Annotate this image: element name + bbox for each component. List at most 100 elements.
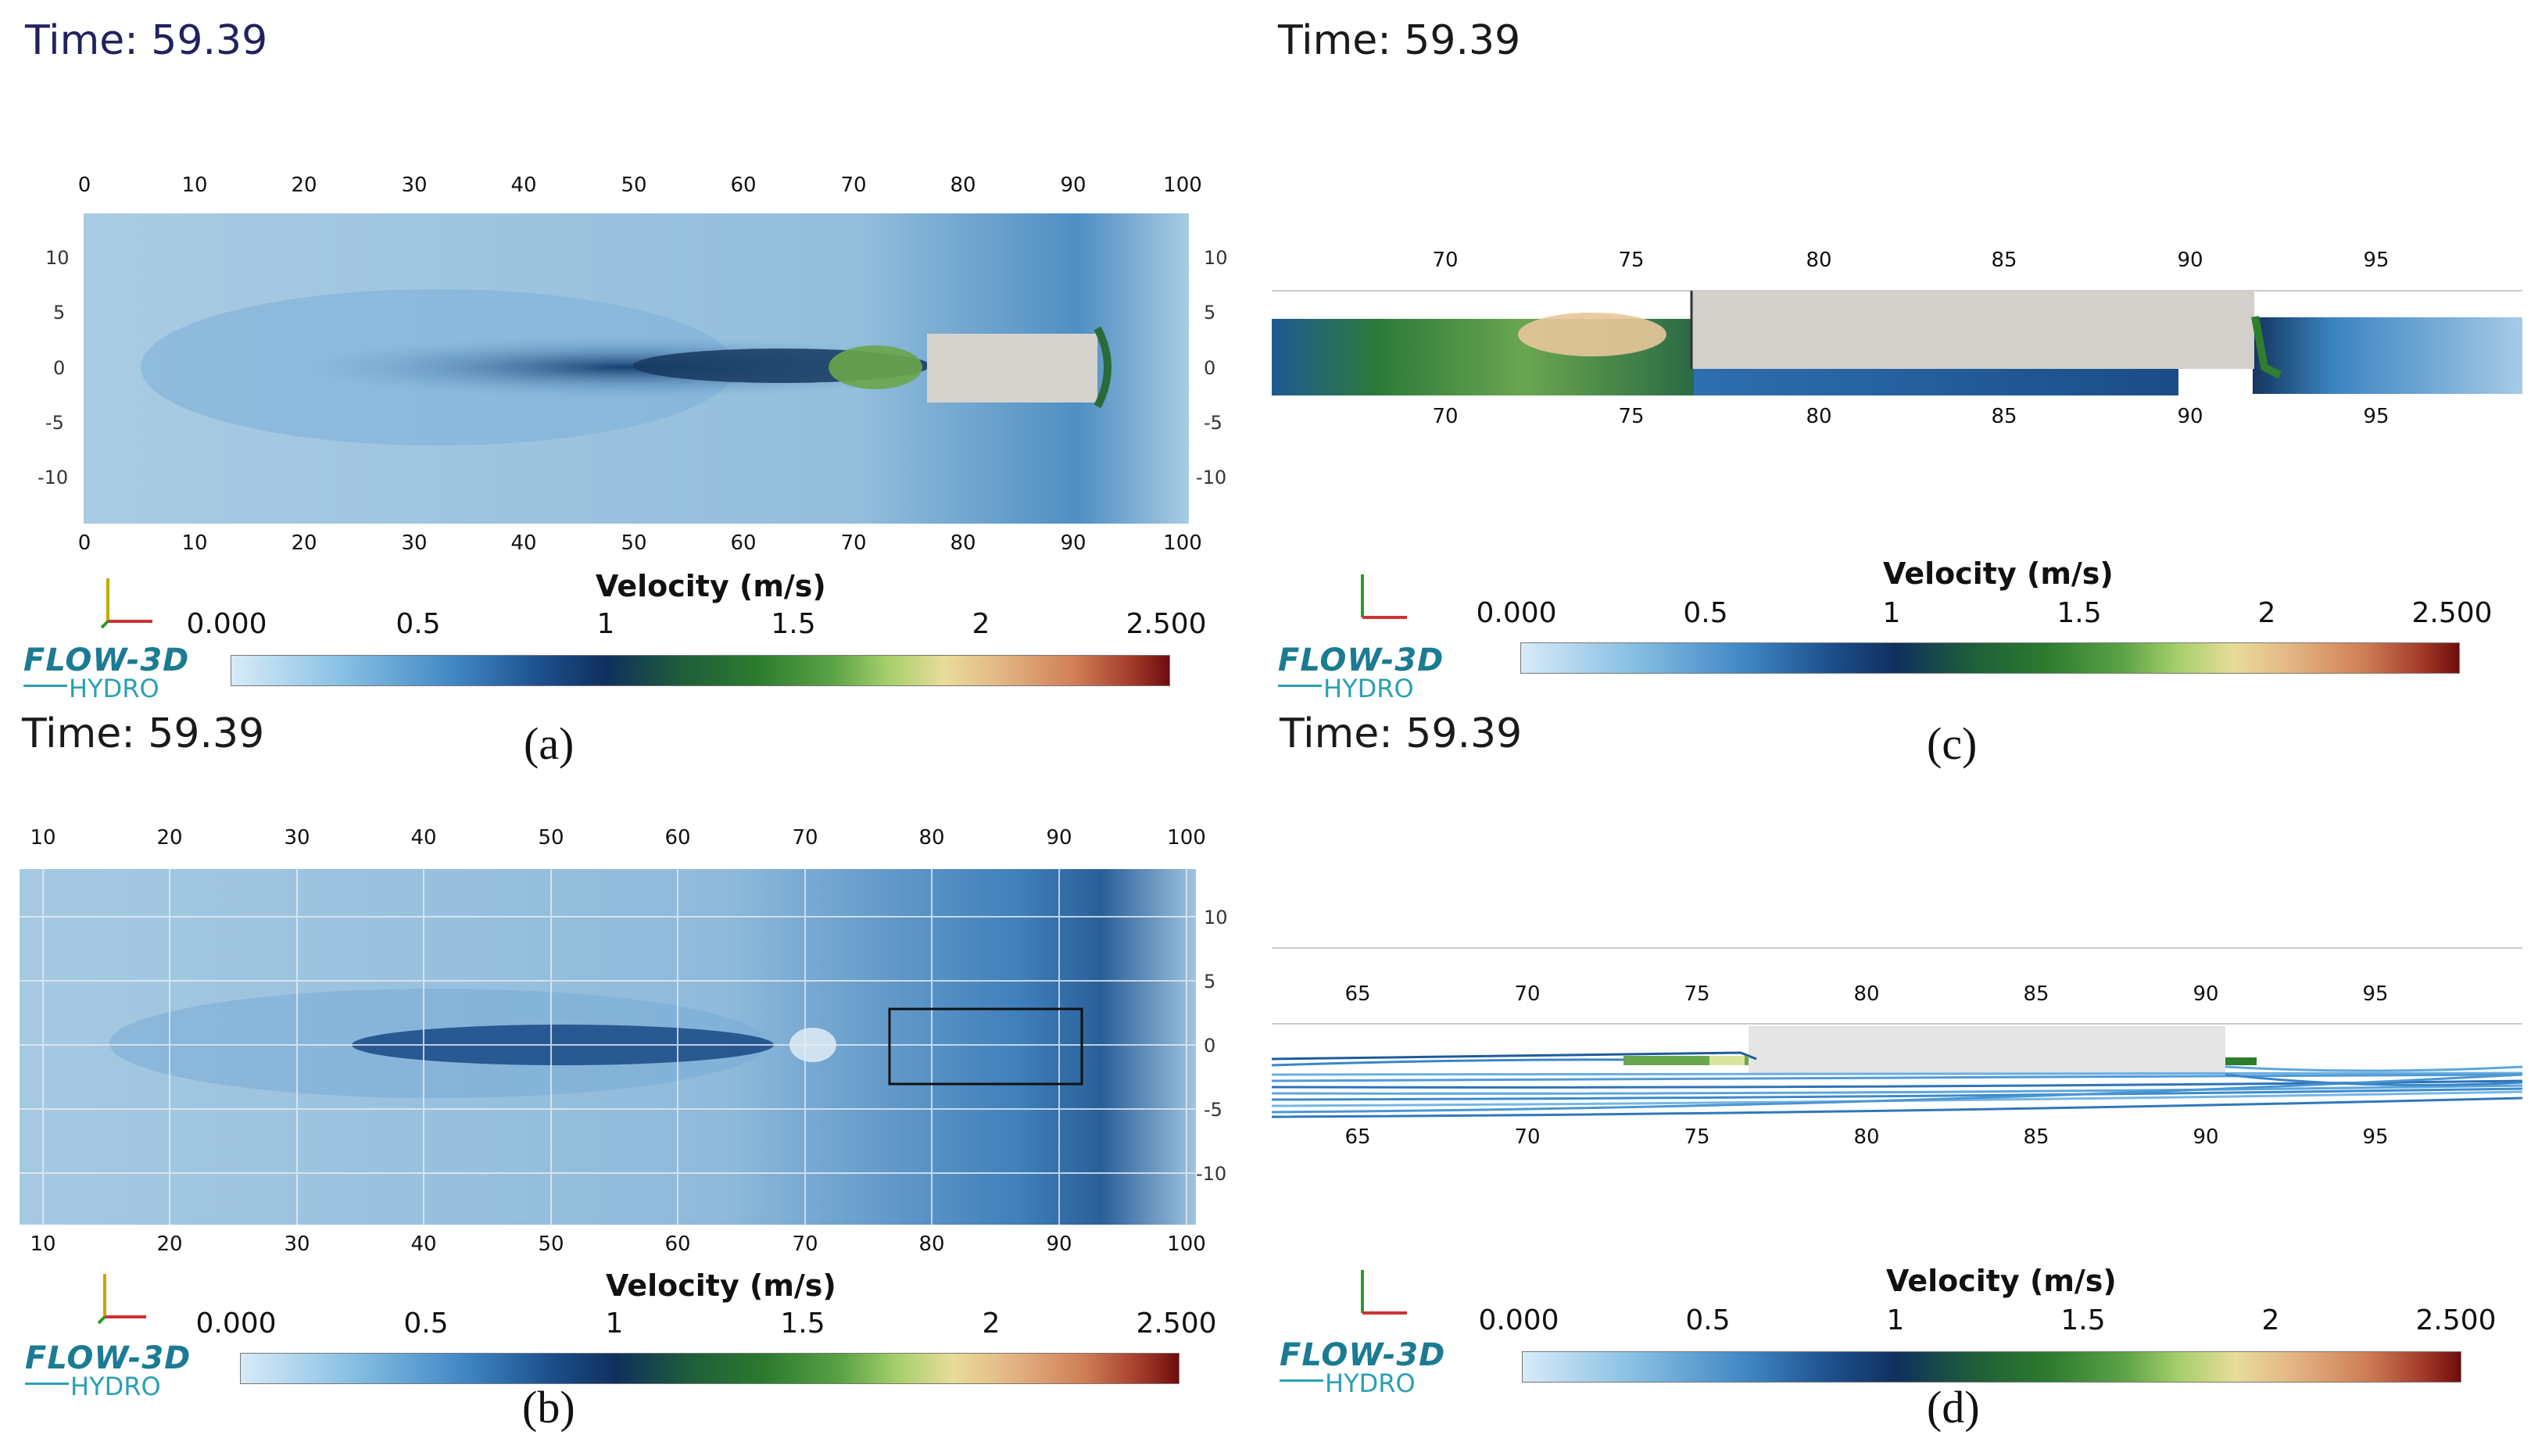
- x-tick: 85: [1991, 249, 2017, 272]
- panel-caption: (b): [522, 1382, 575, 1433]
- accel-zone-tip: [1709, 1056, 1745, 1065]
- y-tick-right: 5: [1204, 302, 1216, 324]
- x-tick: 40: [410, 1232, 437, 1256]
- x-tick: 20: [291, 174, 317, 197]
- x-tick: 30: [401, 531, 428, 555]
- colorbar-tick-label: 0.5: [1685, 1304, 1731, 1336]
- time-label: Time: 59.39: [25, 17, 268, 64]
- y-tick: -10: [38, 467, 69, 488]
- colorbar-tick-label: 2.500: [2411, 597, 2493, 629]
- x-tick: 65: [1344, 1125, 1371, 1149]
- x-tick: 75: [1618, 249, 1645, 272]
- x-tick: 65: [1344, 982, 1371, 1006]
- colorbar-tick-label: 1: [1886, 1304, 1905, 1336]
- y-tick-right: 0: [1204, 357, 1216, 379]
- x-tick: 10: [181, 531, 208, 555]
- x-tick: 80: [950, 531, 976, 555]
- x-tick: 70: [840, 174, 867, 197]
- x-tick: 40: [510, 531, 537, 555]
- colorbar-title: Velocity (m/s): [606, 1268, 836, 1303]
- axes-triad-icon: [100, 578, 152, 629]
- colorbar-title: Velocity (m/s): [1886, 1264, 2117, 1298]
- x-tick: 30: [284, 1232, 310, 1256]
- y-tick-right: -5: [1204, 1099, 1222, 1121]
- colorbar-tick-label: 0.5: [396, 608, 441, 640]
- y-tick: -5: [45, 412, 64, 434]
- colorbar-tick-label: 0.5: [1683, 597, 1728, 629]
- x-tick: 70: [840, 531, 867, 555]
- x-tick: 90: [2193, 982, 2219, 1006]
- velocity-field-side-view: [1272, 290, 2522, 395]
- colorbar-tick-label: 0.000: [1476, 597, 1557, 629]
- y-tick-right: 0: [1204, 1035, 1216, 1057]
- x-tick: 80: [1806, 249, 1832, 272]
- logo-line1: FLOW-3D: [1280, 1337, 1446, 1373]
- colorbar-tick-label: 1: [596, 608, 615, 640]
- x-tick: 90: [1046, 1232, 1072, 1256]
- structure-hull: [1749, 1026, 2225, 1075]
- flow3d-logo: FLOW-3D HYDRO: [1280, 1337, 1445, 1398]
- x-tick: 95: [2362, 982, 2389, 1006]
- x-tick: 95: [2363, 405, 2389, 428]
- y-tick: 10: [45, 247, 70, 269]
- velocity-field-plan-view-b: [20, 869, 1196, 1225]
- x-tick: 20: [156, 826, 183, 850]
- flow3d-logo: FLOW-3D HYDRO: [25, 1340, 191, 1401]
- x-tick: 50: [621, 174, 647, 197]
- x-tick: 60: [730, 531, 757, 555]
- x-tick: 60: [664, 1232, 691, 1256]
- panel-caption: (a): [524, 718, 575, 769]
- panel-d: Time: 59.39 65 70 75 80 85 90 95: [1272, 707, 2538, 1434]
- streamlines: [1272, 1051, 2523, 1118]
- axes-triad-icon: [97, 1274, 146, 1325]
- colorbar-tick-label: 2: [972, 608, 990, 640]
- x-tick: 20: [156, 1232, 183, 1256]
- high-velocity-zone: [1518, 313, 1666, 356]
- colorbar-tick-label: 1: [1882, 597, 1901, 629]
- x-tick: 80: [1853, 982, 1880, 1006]
- y-tick-right: -10: [1196, 1163, 1227, 1185]
- grid: [20, 869, 1196, 1225]
- logo-line1: FLOW-3D: [25, 1340, 192, 1376]
- x-tick: 70: [1432, 405, 1459, 428]
- x-tick: 10: [30, 826, 56, 850]
- velocity-field-plan-view: [84, 213, 1189, 524]
- time-label: Time: 59.39: [1278, 17, 1521, 64]
- colorbar: [231, 655, 1170, 686]
- colorbar-tick-label: 2.500: [1126, 608, 1207, 640]
- colorbar-tick-label: 0.000: [186, 608, 267, 640]
- time-label: Time: 59.39: [1280, 710, 1523, 757]
- x-tick: 90: [1060, 531, 1086, 555]
- panel-caption: (c): [1927, 718, 1978, 769]
- colorbar-tick-label: 0.000: [195, 1308, 277, 1340]
- time-label: Time: 59.39: [22, 710, 265, 757]
- colorbar: [1522, 1351, 2461, 1383]
- x-tick: 90: [1046, 826, 1072, 850]
- x-tick: 75: [1684, 1125, 1710, 1149]
- y-tick: 5: [53, 302, 66, 324]
- x-tick: 40: [410, 826, 437, 850]
- x-tick: 85: [2023, 982, 2049, 1006]
- x-tick: 70: [1432, 249, 1459, 272]
- logo-line1: FLOW-3D: [1278, 642, 1444, 678]
- colorbar: [240, 1353, 1180, 1384]
- x-tick: 70: [792, 826, 818, 850]
- x-tick: 90: [2177, 405, 2203, 428]
- colorbar-tick-label: 1.5: [771, 608, 816, 640]
- colorbar-title: Velocity (m/s): [596, 569, 826, 603]
- x-tick: 50: [538, 1232, 564, 1256]
- x-tick: 70: [1514, 1125, 1541, 1149]
- flow3d-logo: FLOW-3D HYDRO: [1278, 642, 1444, 703]
- x-tick: 80: [950, 174, 976, 197]
- x-tick: 20: [291, 531, 317, 555]
- colorbar-tick-label: 1.5: [780, 1308, 825, 1340]
- x-tick: 80: [1806, 405, 1832, 428]
- x-tick: 75: [1618, 405, 1645, 428]
- x-tick: 40: [510, 174, 537, 197]
- colorbar-tick-label: 1: [605, 1308, 624, 1340]
- x-tick: 30: [401, 174, 428, 197]
- x-tick: 70: [792, 1232, 818, 1256]
- axes-triad-icon: [1361, 574, 1407, 619]
- logo-line2: HYDRO: [69, 674, 159, 703]
- x-tick: 90: [1060, 174, 1086, 197]
